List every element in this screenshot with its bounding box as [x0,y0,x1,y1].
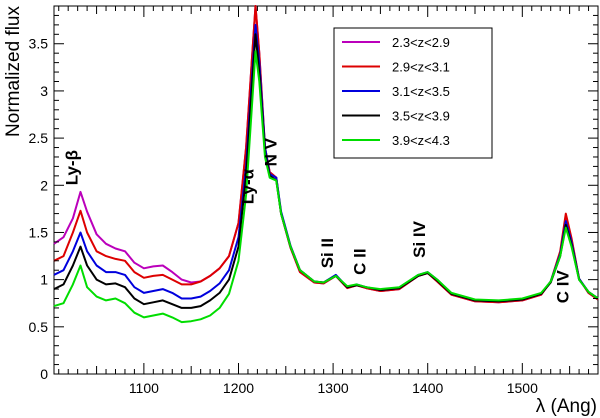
y-tick-label: 2.5 [29,130,49,146]
legend-label: 3.9<z<4.3 [392,133,450,148]
annotation-label: C II [350,248,369,274]
x-tick-label: 1200 [223,380,254,396]
annotation-label: N V [261,137,280,166]
x-axis-title: λ (Ang) [536,396,597,417]
y-axis-title: Normalized flux [3,6,24,137]
y-tick-label: 1.5 [29,224,49,240]
annotation-label: Si II [318,238,337,268]
x-tick-label: 1500 [507,380,538,396]
y-tick-label: 2 [40,177,48,193]
x-tick-label: 1100 [129,380,159,396]
annotation-label: Si IV [410,220,429,258]
x-tick-label: 1300 [318,380,349,396]
legend-label: 2.9<z<3.1 [392,60,450,75]
annotation-layer: Ly-β Ly-αN V Si II C II Si IV C IV [63,137,573,303]
legend-label: 2.3<z<2.9 [392,35,450,50]
legend-label: 3.1<z<3.5 [392,84,450,99]
x-tick-label: 1400 [412,380,443,396]
annotation-label: Ly-β [63,150,82,185]
annotation-label: C IV [554,269,573,303]
y-tick-label: 1 [40,272,48,288]
legend: 2.3<z<2.9 2.9<z<3.1 3.1<z<3.5 3.5<z<3.9 3.9<… [333,27,493,159]
series-line-3.9<z<4.3 [53,50,599,324]
y-tick-label: 3.5 [29,36,49,52]
legend-box [333,27,493,159]
plot-frame [53,5,599,375]
y-tick-label: 0.5 [29,319,49,335]
axis-layer: 0 0.5 1 1.5 2 2.5 3 3.5 1100 1200 1300 1400 1500 [29,6,598,396]
y-tick-label: 3 [40,83,48,99]
legend-label: 3.5<z<3.9 [392,109,450,124]
legend-items: 2.3<z<2.9 2.9<z<3.1 3.1<z<3.5 3.5<z<3.9 3.9<… [342,35,450,148]
annotation-label: Ly-α [239,168,258,204]
y-tick-label: 0 [40,366,48,382]
series-layer [53,5,599,324]
